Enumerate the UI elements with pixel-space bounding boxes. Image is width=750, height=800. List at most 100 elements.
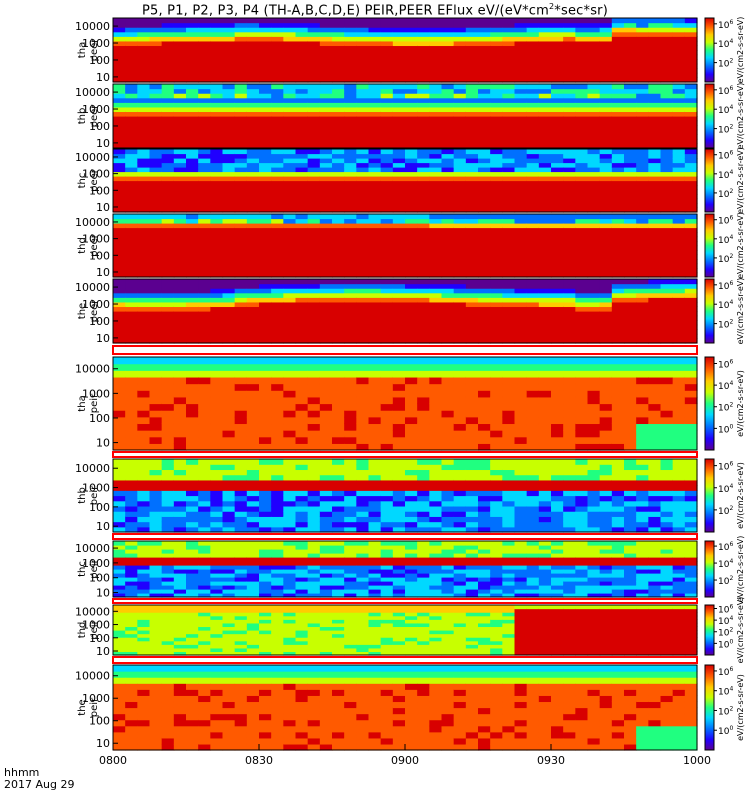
heatmap-cell [283, 143, 297, 149]
heatmap-cell [672, 292, 686, 298]
heatmap-cell [599, 68, 613, 74]
heatmap-cell [417, 176, 430, 182]
heatmap-cell [295, 40, 309, 47]
heatmap-cell [173, 521, 187, 528]
heatmap-cell [502, 338, 516, 344]
heatmap-cell [271, 329, 284, 335]
heatmap-cell [563, 167, 576, 173]
heatmap-cell [198, 521, 211, 528]
heatmap-cell [624, 45, 637, 51]
heatmap-cell [660, 111, 674, 117]
heatmap-cell [307, 526, 321, 533]
heatmap-cell [587, 283, 601, 289]
heatmap-cell [526, 129, 540, 135]
heatmap-cell [332, 363, 345, 371]
heatmap-cell [149, 490, 163, 497]
heatmap-cell [684, 301, 698, 308]
colorbar-tick-label: 104 [718, 234, 733, 246]
heatmap-cell [125, 593, 138, 598]
heatmap-cell [502, 54, 516, 60]
heatmap-cell [587, 272, 601, 278]
heatmap-cell [259, 301, 272, 308]
heatmap-cell [161, 459, 175, 465]
heatmap-cell [587, 526, 601, 533]
heatmap-cell [380, 102, 394, 108]
heatmap-cell [453, 153, 467, 159]
heatmap-cell [161, 301, 175, 308]
panel-species-label: peer [89, 38, 100, 62]
heatmap-cell [186, 416, 199, 425]
heatmap-cell [295, 36, 309, 42]
heatmap-cell [332, 297, 345, 303]
heatmap-cell [344, 72, 357, 79]
heatmap-cell [344, 430, 357, 438]
heatmap-cell [295, 138, 309, 145]
heatmap-cell [332, 306, 345, 312]
heatmap-cell [636, 283, 649, 289]
heatmap-cell [575, 227, 589, 233]
heatmap-cell [624, 207, 637, 213]
heatmap-cell [246, 288, 260, 294]
heatmap-cell [295, 31, 309, 37]
heatmap-cell [636, 63, 649, 69]
heatmap-cell [526, 223, 540, 229]
heatmap-cell [405, 333, 418, 340]
heatmap-cell [368, 396, 382, 405]
heatmap-cell [465, 436, 479, 444]
heatmap-cell [161, 227, 175, 233]
heatmap-cell [405, 45, 418, 51]
heatmap-cell [684, 403, 698, 411]
heatmap-cell [368, 84, 382, 90]
heatmap-cell [441, 357, 455, 365]
heatmap-cell [186, 338, 199, 344]
heatmap-cell [332, 301, 345, 308]
heatmap-cell [392, 436, 406, 444]
heatmap-cell [660, 232, 674, 238]
heatmap-cell [453, 474, 467, 481]
heatmap-cell [660, 207, 674, 213]
heatmap-cell [161, 357, 175, 365]
heatmap-cell [684, 153, 698, 159]
heatmap-cell [502, 329, 516, 335]
heatmap-cell [478, 22, 491, 28]
heatmap-cell [405, 106, 418, 113]
heatmap-cell [307, 93, 321, 99]
heatmap-cell [125, 490, 138, 497]
heatmap-cell [465, 185, 479, 191]
heatmap-cell [684, 236, 698, 242]
heatmap-cell [538, 464, 552, 471]
heatmap-cell [161, 176, 175, 182]
heatmap-cell [551, 301, 564, 308]
heatmap-cell [259, 22, 272, 28]
heatmap-cell [380, 138, 394, 145]
heatmap-cell [307, 54, 321, 60]
heatmap-cell [332, 272, 345, 278]
heatmap-cell [161, 40, 175, 47]
heatmap-cell [624, 232, 637, 238]
heatmap-cell [648, 250, 662, 256]
heatmap-cell [636, 363, 649, 371]
heatmap-cell [186, 143, 199, 149]
heatmap-cell [441, 376, 455, 385]
heatmap-cell [624, 306, 637, 312]
heatmap-cell [186, 505, 199, 512]
heatmap-cell [624, 268, 637, 274]
heatmap-cell [222, 203, 236, 209]
heatmap-cell [198, 31, 211, 37]
heatmap-cell [186, 97, 199, 103]
heatmap-cell [125, 214, 138, 220]
heatmap-cell [465, 511, 479, 517]
heatmap-cell [149, 194, 163, 200]
heatmap-cell [161, 263, 175, 269]
heatmap-cell [551, 521, 564, 528]
heatmap-cell [611, 106, 625, 113]
heatmap-cell [392, 376, 406, 385]
heatmap-cell [344, 185, 357, 191]
heatmap-cell [502, 198, 516, 204]
heatmap-cell [514, 315, 528, 321]
heatmap-cell [234, 469, 248, 476]
heatmap-cell [344, 329, 357, 335]
heatmap-cell [684, 436, 698, 444]
heatmap-cell [271, 383, 284, 391]
heatmap-cell [465, 116, 479, 122]
